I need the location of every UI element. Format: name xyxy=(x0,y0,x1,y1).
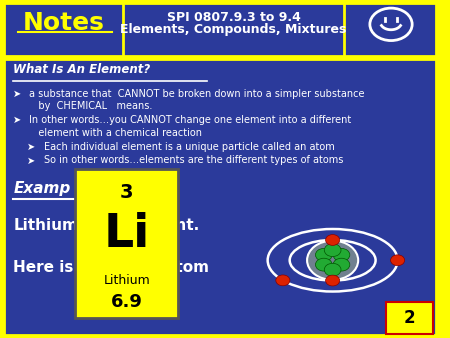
Text: Elements, Compounds, Mixtures: Elements, Compounds, Mixtures xyxy=(120,23,346,36)
Text: 6.9: 6.9 xyxy=(111,293,143,311)
Circle shape xyxy=(315,248,332,261)
Text: Lithium: Lithium xyxy=(104,274,150,287)
Text: Lithium: Lithium xyxy=(13,218,78,233)
Circle shape xyxy=(307,241,358,280)
Text: ent.: ent. xyxy=(165,218,199,233)
Text: ➤: ➤ xyxy=(13,115,21,125)
Circle shape xyxy=(333,258,350,271)
Text: atom: atom xyxy=(165,260,209,275)
Text: So in other words…elements are the different types of atoms: So in other words…elements are the diffe… xyxy=(44,155,343,166)
FancyBboxPatch shape xyxy=(386,302,433,334)
Circle shape xyxy=(324,244,341,257)
Circle shape xyxy=(333,248,350,261)
Circle shape xyxy=(326,235,340,245)
Text: Here is: Here is xyxy=(13,260,74,275)
Text: ➤: ➤ xyxy=(27,155,35,166)
Text: Each individual element is a unique particle called an atom: Each individual element is a unique part… xyxy=(44,142,335,152)
Text: In other words…you CANNOT change one element into a different: In other words…you CANNOT change one ele… xyxy=(29,115,351,125)
FancyBboxPatch shape xyxy=(4,3,436,56)
Text: What Is An Element?: What Is An Element? xyxy=(13,63,150,76)
Text: SPI 0807.9.3 to 9.4: SPI 0807.9.3 to 9.4 xyxy=(166,11,301,24)
Text: Notes: Notes xyxy=(23,11,105,35)
Text: ➤: ➤ xyxy=(13,89,21,99)
FancyBboxPatch shape xyxy=(4,59,436,335)
Text: ➤: ➤ xyxy=(27,142,35,152)
Text: by  CHEMICAL   means.: by CHEMICAL means. xyxy=(29,101,152,112)
Text: 2: 2 xyxy=(404,309,415,327)
Text: 3: 3 xyxy=(120,183,133,202)
Circle shape xyxy=(324,263,341,276)
Text: a substance that  CANNOT be broken down into a simpler substance: a substance that CANNOT be broken down i… xyxy=(29,89,364,99)
Text: element with a chemical reaction: element with a chemical reaction xyxy=(29,128,202,138)
Circle shape xyxy=(276,275,290,286)
Circle shape xyxy=(315,258,332,271)
Text: Examp: Examp xyxy=(13,181,71,196)
Circle shape xyxy=(326,275,340,286)
Text: Li: Li xyxy=(104,212,150,258)
FancyBboxPatch shape xyxy=(75,169,179,318)
Circle shape xyxy=(391,255,405,266)
